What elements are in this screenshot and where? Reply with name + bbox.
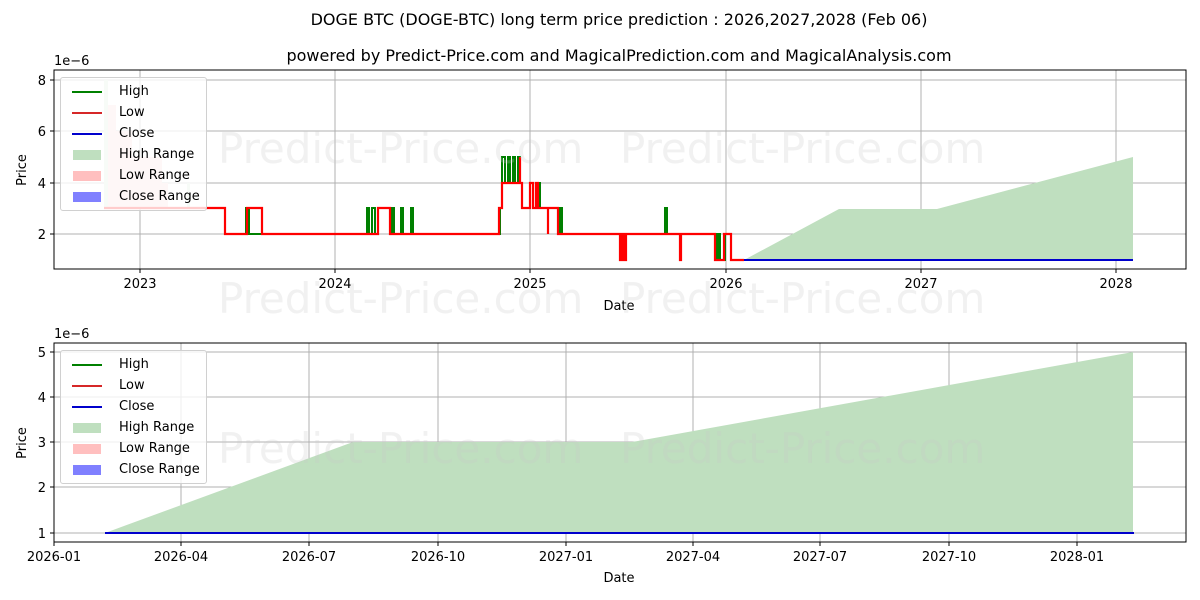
red-line-icon (72, 111, 102, 114)
legend-item-high: High (67, 354, 200, 375)
legend-item-close-range: Close Range (67, 186, 200, 207)
legend-item-high-range: High Range (67, 417, 200, 438)
watermark: Predict-Price.com (218, 274, 584, 323)
bottom-x-tick-label: 2026-04 (154, 550, 208, 565)
top-x-tick-label: 2026 (709, 277, 742, 292)
watermark: Predict-Price.com (620, 124, 986, 173)
chart-subtitle: powered by Predict-Price.com and Magical… (286, 46, 952, 65)
top-y-tick-label: 4 (38, 177, 46, 192)
red-line-icon (72, 384, 102, 387)
top-low-line (104, 157, 744, 262)
legend-item-close-range: Close Range (67, 459, 200, 480)
bottom-x-axis-label: Date (603, 571, 634, 586)
bottom-y-tick-label: 4 (38, 391, 46, 406)
blue-patch-icon (73, 464, 101, 475)
top-y-tick-label: 8 (38, 74, 46, 89)
top-y-scale-label: 1e−6 (54, 54, 89, 69)
top-x-tick-label: 2023 (123, 277, 156, 292)
top-x-tick-label: 2028 (1099, 277, 1132, 292)
top-axes-frame (53, 69, 1187, 270)
top-x-tick-label: 2024 (318, 277, 351, 292)
red-patch-icon (73, 170, 101, 181)
bottom-x-tick-label: 2027-01 (539, 550, 593, 565)
bottom-high-range-area (105, 352, 1133, 533)
red-patch-icon (73, 443, 101, 454)
legend-item-high-range: High Range (67, 144, 200, 165)
bottom-x-tick-label: 2026-10 (411, 550, 465, 565)
legend-item-low: Low (67, 102, 200, 123)
chart-title: DOGE BTC (DOGE-BTC) long term price pred… (310, 10, 928, 29)
green-patch-icon (73, 422, 101, 433)
legend-item-low-range: Low Range (67, 438, 200, 459)
bottom-x-tick-label: 2028-01 (1050, 550, 1104, 565)
top-x-tick-label: 2027 (904, 277, 937, 292)
green-line-icon (72, 363, 102, 366)
bottom-y-tick-label: 3 (38, 436, 46, 451)
top-high-range-area (744, 157, 1133, 260)
watermark: Predict-Price.com (620, 274, 986, 323)
top-y-ticks (50, 79, 1117, 273)
watermark: Predict-Price.com (218, 424, 584, 473)
legend-item-close: Close (67, 396, 200, 417)
bottom-x-tick-label: 2027-04 (666, 550, 720, 565)
bottom-x-tick-label: 2027-10 (922, 550, 976, 565)
watermark: Predict-Price.com (218, 124, 584, 173)
bottom-x-tick-label: 2027-07 (793, 550, 847, 565)
top-legend: High Low Close High Range Low Range Clos… (60, 77, 207, 211)
bottom-y-scale-label: 1e−6 (54, 327, 89, 342)
top-chart: 8 6 4 2 1e−6 2023 2024 2025 2026 2027 20… (15, 54, 1187, 314)
bottom-y-tick-label: 2 (38, 481, 46, 496)
green-patch-icon (73, 149, 101, 160)
watermark: Predict-Price.com (620, 424, 986, 473)
bottom-y-tick-label: 1 (38, 527, 46, 542)
bottom-x-tick-label: 2026-01 (27, 550, 81, 565)
green-line-icon (72, 90, 102, 93)
blue-line-icon (72, 405, 102, 408)
legend-item-low-range: Low Range (67, 165, 200, 186)
legend-item-close: Close (67, 123, 200, 144)
top-y-tick-label: 2 (38, 228, 46, 243)
bottom-y-axis-label: Price (15, 427, 30, 459)
legend-item-low: Low (67, 375, 200, 396)
legend-item-high: High (67, 81, 200, 102)
bottom-y-tick-label: 5 (38, 346, 46, 361)
top-x-axis-label: Date (603, 299, 634, 314)
top-y-axis-label: Price (15, 154, 30, 186)
bottom-legend: High Low Close High Range Low Range Clos… (60, 350, 207, 484)
top-y-tick-label: 6 (38, 125, 46, 140)
top-x-tick-label: 2025 (513, 277, 546, 292)
blue-patch-icon (73, 191, 101, 202)
bottom-ticks (50, 351, 1078, 546)
blue-line-icon (72, 132, 102, 135)
bottom-x-tick-label: 2026-07 (282, 550, 336, 565)
bottom-chart: 5 4 3 2 1 1e−6 2026-01 2026-04 2026-07 2… (15, 327, 1187, 586)
